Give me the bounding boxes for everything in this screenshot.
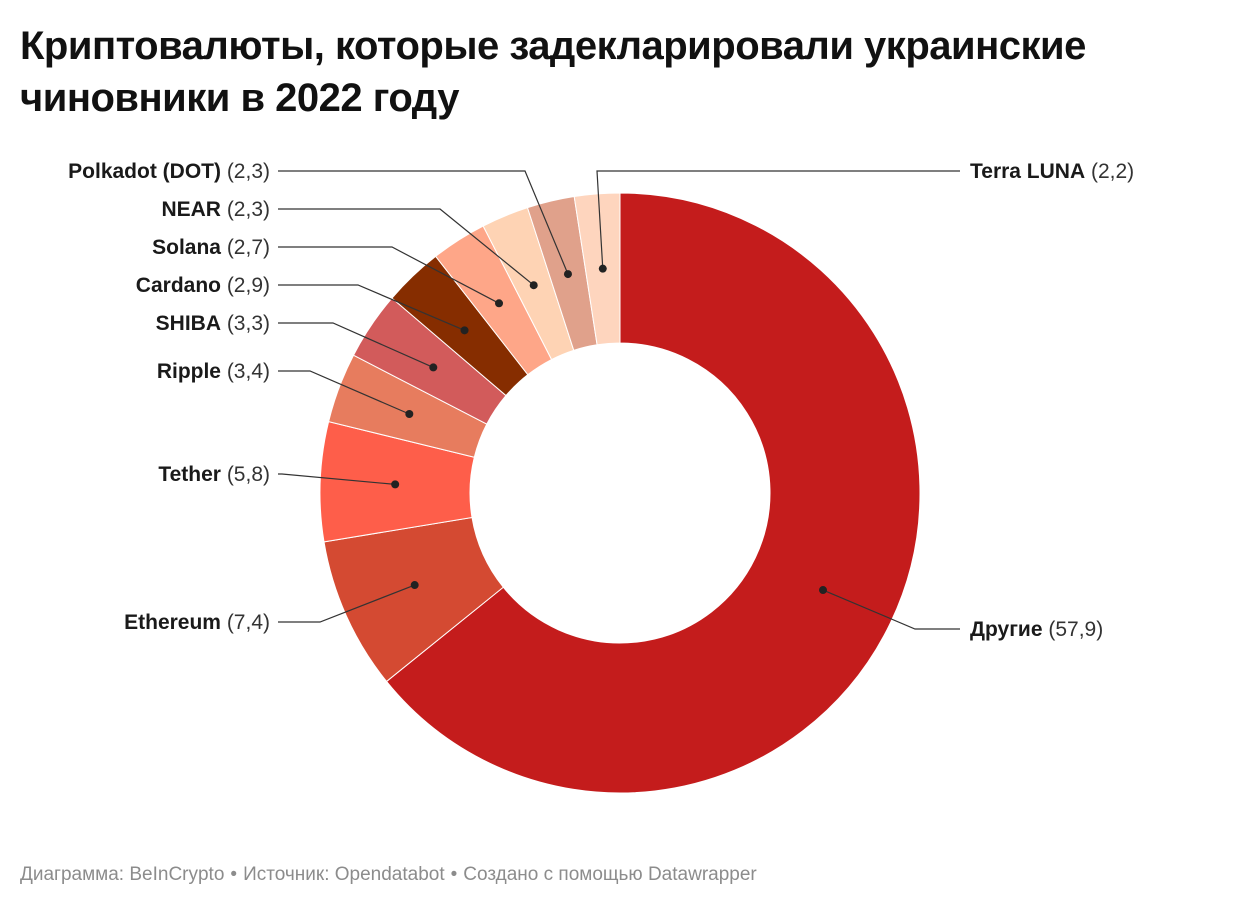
slice-label-value: (2,7) xyxy=(221,236,270,259)
anchor-dot-polkadot-dot xyxy=(563,270,572,279)
leader-line-terra-luna xyxy=(596,170,960,269)
leader-line-ripple xyxy=(278,370,410,415)
slice-label-name: Ethereum xyxy=(124,611,221,634)
anchor-dot-shiba xyxy=(429,363,438,372)
footer-chart-credit: Диаграмма: BeInCrypto xyxy=(20,864,225,885)
anchor-dot-другие xyxy=(819,586,828,595)
leader-line-tether xyxy=(278,473,396,485)
slice-label-value: (3,4) xyxy=(221,360,270,383)
anchor-dot-cardano xyxy=(460,326,469,335)
slice-label-cardano: Cardano (2,9) xyxy=(136,274,270,297)
slice-label-value: (2,2) xyxy=(1085,160,1134,183)
leader-line-cardano xyxy=(278,284,465,331)
footer-created-with: Создано с помощью Datawrapper xyxy=(463,864,757,885)
slice-label-name: Solana xyxy=(152,236,221,259)
slice-label-name: Tether xyxy=(158,463,221,486)
slice-label-name: Polkadot (DOT) xyxy=(68,160,221,183)
footer-separator: • xyxy=(230,864,238,885)
anchor-dot-ripple xyxy=(405,410,414,419)
slice-label-value: (3,3) xyxy=(221,312,270,335)
slice-label-name: Ripple xyxy=(157,360,221,383)
anchor-dot-solana xyxy=(495,299,504,308)
slice-другие xyxy=(385,192,921,794)
slice-label-value: (7,4) xyxy=(221,611,270,634)
slice-label-value: (2,3) xyxy=(221,198,270,221)
leader-line-ethereum xyxy=(278,584,415,623)
leader-line-near xyxy=(278,208,535,286)
slice-label-value: (2,9) xyxy=(221,274,270,297)
slice-label-value: (2,3) xyxy=(221,160,270,183)
slice-label-ripple: Ripple (3,4) xyxy=(157,360,270,383)
slice-label-shiba: SHIBA (3,3) xyxy=(156,312,270,335)
label-leader-lines xyxy=(278,170,960,630)
slice-label-другие: Другие (57,9) xyxy=(970,618,1103,641)
anchor-dot-terra-luna xyxy=(598,264,607,273)
anchor-dot-ethereum xyxy=(410,581,419,590)
leader-line-solana xyxy=(278,246,500,304)
slice-label-near: NEAR (2,3) xyxy=(161,198,270,221)
slice-label-name: NEAR xyxy=(161,198,221,221)
slice-label-solana: Solana (2,7) xyxy=(152,236,270,259)
slice-label-value: (5,8) xyxy=(221,463,270,486)
slice-label-name: Cardano xyxy=(136,274,221,297)
footer-separator: • xyxy=(450,864,458,885)
leader-line-shiba xyxy=(278,322,434,368)
leader-line-другие xyxy=(822,589,960,630)
slice-label-polkadot-dot: Polkadot (DOT) (2,3) xyxy=(68,160,270,183)
anchor-dot-near xyxy=(529,281,538,290)
chart-footer: Диаграмма: BeInCrypto • Источник: Opendata… xyxy=(20,864,757,886)
leader-line-polkadot-dot xyxy=(278,170,569,275)
slice-labels: Другие (57,9) Ethereum (7,4) Tether (5,8) R… xyxy=(68,160,1134,641)
chart-title: Криптовалюты, которые задекларировали ук… xyxy=(20,24,1086,120)
slice-label-value: (57,9) xyxy=(1043,618,1104,641)
slice-label-ethereum: Ethereum (7,4) xyxy=(124,611,270,634)
slice-label-name: Другие xyxy=(970,618,1043,641)
donut-slices xyxy=(319,192,921,794)
slice-label-terra-luna: Terra LUNA (2,2) xyxy=(970,160,1134,183)
slice-terra-luna xyxy=(573,192,621,346)
slice-label-name: SHIBA xyxy=(156,312,221,335)
anchor-dot-tether xyxy=(391,480,400,489)
slice-label-tether: Tether (5,8) xyxy=(158,463,270,486)
footer-source: Источник: Opendatabot xyxy=(243,864,445,885)
slice-label-name: Terra LUNA xyxy=(970,160,1085,183)
